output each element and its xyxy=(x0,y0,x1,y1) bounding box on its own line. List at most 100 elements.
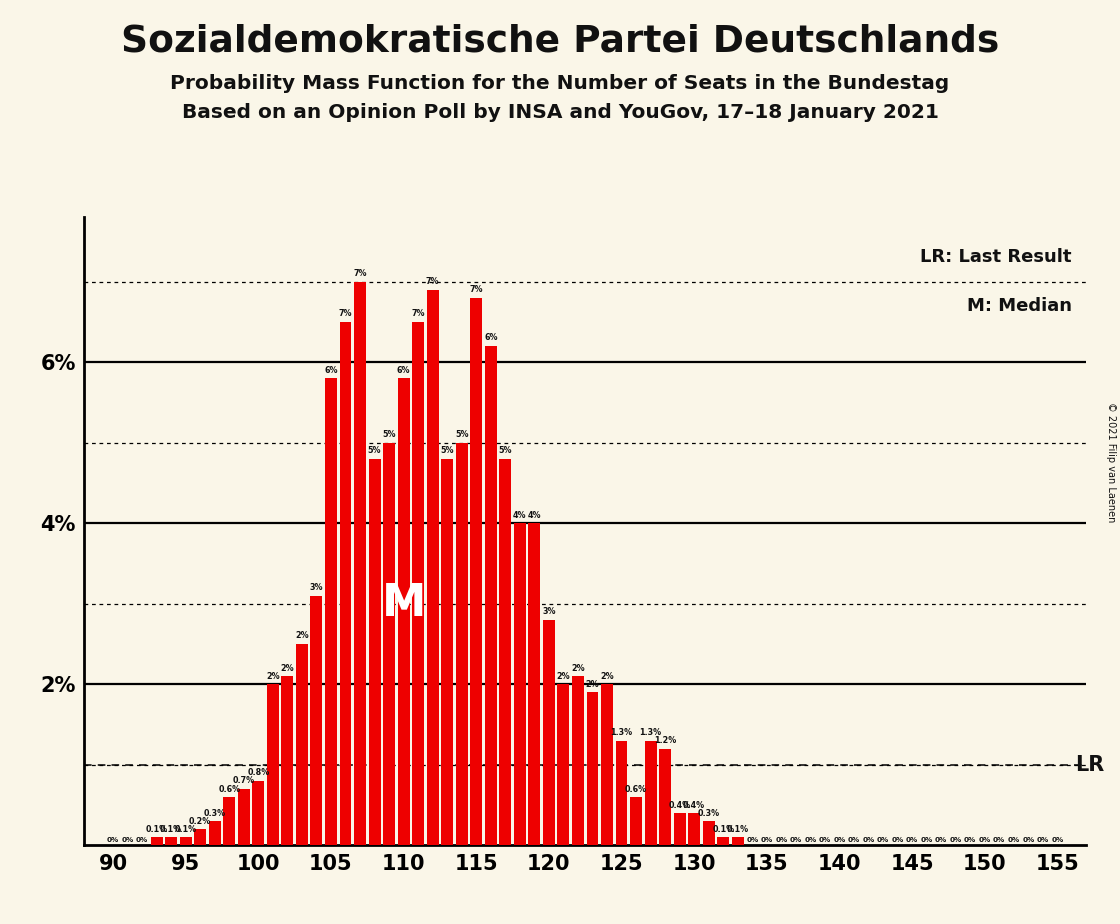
Text: 0.3%: 0.3% xyxy=(698,808,720,818)
Bar xyxy=(702,821,715,845)
Text: 0.1%: 0.1% xyxy=(160,825,183,833)
Bar xyxy=(688,813,700,845)
Text: 2%: 2% xyxy=(571,663,585,673)
Text: 0%: 0% xyxy=(804,837,816,844)
Bar xyxy=(673,813,685,845)
Text: 5%: 5% xyxy=(455,430,468,439)
Text: 0%: 0% xyxy=(760,837,773,844)
Text: 0%: 0% xyxy=(862,837,875,844)
Text: LR: Last Result: LR: Last Result xyxy=(921,249,1072,266)
Bar xyxy=(166,837,177,845)
Text: 0.1%: 0.1% xyxy=(727,825,749,833)
Text: LR: LR xyxy=(1075,755,1104,775)
Bar xyxy=(237,789,250,845)
Bar xyxy=(151,837,162,845)
Text: 0%: 0% xyxy=(906,837,918,844)
Text: 3%: 3% xyxy=(310,583,324,592)
Text: 0%: 0% xyxy=(1023,837,1035,844)
Text: 4%: 4% xyxy=(513,511,526,519)
Bar xyxy=(223,797,235,845)
Text: 0.6%: 0.6% xyxy=(625,784,647,794)
Bar xyxy=(296,644,308,845)
Bar xyxy=(456,443,468,845)
Text: 5%: 5% xyxy=(440,446,454,456)
Text: 6%: 6% xyxy=(484,334,497,343)
Bar xyxy=(660,748,671,845)
Text: 0.4%: 0.4% xyxy=(683,800,706,809)
Bar xyxy=(587,692,598,845)
Text: 0.8%: 0.8% xyxy=(248,769,270,777)
Bar xyxy=(267,685,279,845)
Bar xyxy=(645,741,656,845)
Text: 5%: 5% xyxy=(367,446,381,456)
Text: 7%: 7% xyxy=(426,277,439,286)
Bar xyxy=(717,837,729,845)
Text: 0%: 0% xyxy=(136,837,148,844)
Bar xyxy=(368,459,381,845)
Text: 0%: 0% xyxy=(935,837,948,844)
Bar xyxy=(252,781,264,845)
Text: 0.1%: 0.1% xyxy=(175,825,197,833)
Bar xyxy=(616,741,627,845)
Text: Probability Mass Function for the Number of Seats in the Bundestag: Probability Mass Function for the Number… xyxy=(170,74,950,93)
Text: M: Median: M: Median xyxy=(967,297,1072,315)
Text: 7%: 7% xyxy=(338,310,353,318)
Bar xyxy=(514,523,525,845)
Text: 7%: 7% xyxy=(353,269,366,278)
Text: 0.2%: 0.2% xyxy=(189,817,212,826)
Text: 0.4%: 0.4% xyxy=(669,800,691,809)
Bar xyxy=(529,523,540,845)
Text: 0%: 0% xyxy=(775,837,787,844)
Text: 2%: 2% xyxy=(295,631,309,640)
Text: 0%: 0% xyxy=(964,837,977,844)
Bar xyxy=(631,797,642,845)
Bar xyxy=(731,837,744,845)
Text: 0.1%: 0.1% xyxy=(146,825,168,833)
Bar xyxy=(601,685,613,845)
Text: 0%: 0% xyxy=(993,837,1006,844)
Text: 1.3%: 1.3% xyxy=(640,728,662,737)
Text: 0.6%: 0.6% xyxy=(218,784,241,794)
Text: 7%: 7% xyxy=(469,286,483,294)
Text: 2%: 2% xyxy=(557,672,570,681)
Text: 0%: 0% xyxy=(1037,837,1049,844)
Text: 6%: 6% xyxy=(396,366,410,374)
Text: 0%: 0% xyxy=(790,837,802,844)
Bar xyxy=(427,289,439,845)
Bar xyxy=(470,298,483,845)
Bar xyxy=(310,596,323,845)
Text: 0%: 0% xyxy=(921,837,933,844)
Text: 0%: 0% xyxy=(950,837,962,844)
Bar xyxy=(441,459,454,845)
Bar xyxy=(500,459,511,845)
Text: 0.1%: 0.1% xyxy=(712,825,735,833)
Text: 0%: 0% xyxy=(848,837,860,844)
Bar xyxy=(412,322,424,845)
Text: 2%: 2% xyxy=(281,663,295,673)
Text: 0%: 0% xyxy=(819,837,831,844)
Text: M: M xyxy=(382,582,426,626)
Bar xyxy=(194,830,206,845)
Text: 0%: 0% xyxy=(121,837,133,844)
Text: 0.7%: 0.7% xyxy=(233,776,255,785)
Text: 0%: 0% xyxy=(106,837,119,844)
Text: 5%: 5% xyxy=(382,430,395,439)
Bar xyxy=(354,282,366,845)
Text: 1.2%: 1.2% xyxy=(654,736,676,745)
Bar xyxy=(281,676,293,845)
Text: 0%: 0% xyxy=(892,837,904,844)
Text: Based on an Opinion Poll by INSA and YouGov, 17–18 January 2021: Based on an Opinion Poll by INSA and You… xyxy=(181,103,939,123)
Bar xyxy=(339,322,352,845)
Text: 2%: 2% xyxy=(267,672,280,681)
Bar xyxy=(325,378,337,845)
Bar xyxy=(543,620,554,845)
Text: © 2021 Filip van Laenen: © 2021 Filip van Laenen xyxy=(1107,402,1116,522)
Text: 0%: 0% xyxy=(833,837,846,844)
Text: 4%: 4% xyxy=(528,511,541,519)
Text: 0%: 0% xyxy=(746,837,758,844)
Bar xyxy=(398,378,410,845)
Text: 5%: 5% xyxy=(498,446,512,456)
Text: 0%: 0% xyxy=(1052,837,1064,844)
Text: 2%: 2% xyxy=(586,680,599,688)
Text: 7%: 7% xyxy=(411,310,424,318)
